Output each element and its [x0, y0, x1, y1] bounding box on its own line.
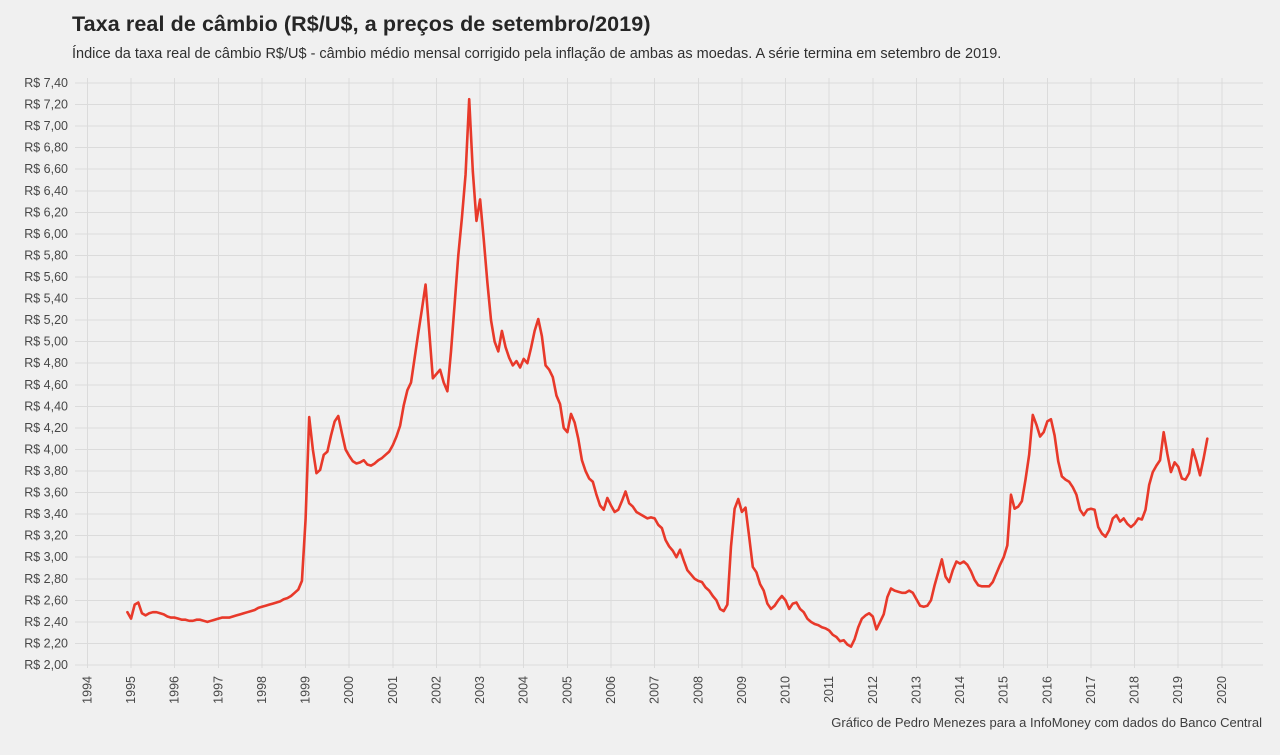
y-tick-label: R$ 3,20 [24, 529, 68, 543]
y-tick-label: R$ 5,20 [24, 313, 68, 327]
y-tick-label: R$ 4,40 [24, 399, 68, 413]
y-tick-label: R$ 6,80 [24, 141, 68, 155]
x-tick-label: 2017 [1084, 676, 1098, 704]
series-line [126, 97, 1209, 648]
y-tick-label: R$ 2,20 [24, 636, 68, 650]
y-tick-label: R$ 6,60 [24, 162, 68, 176]
y-tick-label: R$ 4,80 [24, 356, 68, 370]
x-tick-label: 2009 [735, 676, 749, 704]
x-tick-label: 2012 [866, 676, 880, 704]
x-tick-label: 1995 [124, 676, 138, 704]
x-tick-label: 2015 [997, 676, 1011, 704]
y-tick-label: R$ 3,60 [24, 486, 68, 500]
chart-caption: Gráfico de Pedro Menezes para a InfoMone… [831, 715, 1262, 730]
y-tick-label: R$ 5,00 [24, 335, 68, 349]
y-tick-label: R$ 7,00 [24, 119, 68, 133]
y-tick-label: R$ 5,40 [24, 292, 68, 306]
y-tick-label: R$ 4,00 [24, 442, 68, 456]
x-tick-label: 2004 [517, 676, 531, 704]
x-tick-label: 2008 [691, 676, 705, 704]
horizontal-gridlines [75, 82, 1263, 666]
y-tick-label: R$ 3,80 [24, 464, 68, 478]
x-tick-label: 1998 [255, 676, 269, 704]
x-tick-label: 2011 [822, 676, 836, 703]
y-tick-label: R$ 2,80 [24, 572, 68, 586]
x-tick-label: 2019 [1171, 676, 1185, 704]
chart-title: Taxa real de câmbio (R$/U$, a preços de … [72, 12, 651, 36]
y-tick-label: R$ 4,60 [24, 378, 68, 392]
x-tick-label: 1997 [211, 676, 225, 704]
y-tick-label: R$ 5,80 [24, 248, 68, 262]
x-tick-label: 2020 [1215, 676, 1229, 704]
y-tick-label: R$ 6,00 [24, 227, 68, 241]
x-tick-label: 2014 [953, 676, 967, 704]
x-tick-label: 2016 [1040, 676, 1054, 704]
y-tick-label: R$ 2,40 [24, 615, 68, 629]
x-tick-label: 2013 [909, 676, 923, 704]
x-tick-label: 2007 [648, 676, 662, 704]
x-tick-label: 2006 [604, 676, 618, 704]
x-axis-tick-labels: 1994 1995 1996 1997 1998 1999 2000 2001 2002 2003… [80, 676, 1228, 704]
y-axis-tick-labels: R$ 7,40 R$ 7,20 R$ 7,00 R$ 6,80 R$ 6,60 R$ 6,… [24, 76, 68, 672]
x-tick-label: 1999 [299, 676, 313, 704]
x-tick-label: 2010 [779, 676, 793, 704]
y-tick-label: R$ 2,60 [24, 593, 68, 607]
x-tick-label: 2000 [342, 676, 356, 704]
y-tick-label: R$ 5,60 [24, 270, 68, 284]
y-tick-label: R$ 2,00 [24, 658, 68, 672]
x-tick-label: 2001 [386, 676, 400, 704]
x-tick-label: 2005 [560, 676, 574, 704]
x-tick-label: 2002 [429, 676, 443, 704]
x-tick-label: 2003 [473, 676, 487, 704]
vertical-gridlines [86, 78, 1223, 668]
x-tick-label: 1994 [80, 676, 94, 704]
y-tick-label: R$ 6,40 [24, 184, 68, 198]
y-tick-label: R$ 7,20 [24, 98, 68, 112]
x-tick-label: 1996 [168, 676, 182, 704]
y-tick-label: R$ 4,20 [24, 421, 68, 435]
y-tick-label: R$ 6,20 [24, 205, 68, 219]
y-tick-label: R$ 3,00 [24, 550, 68, 564]
chart-subtitle: Índice da taxa real de câmbio R$/U$ - câ… [72, 46, 1002, 62]
y-tick-label: R$ 3,40 [24, 507, 68, 521]
y-tick-label: R$ 7,40 [24, 76, 68, 90]
x-tick-label: 2018 [1128, 676, 1142, 704]
